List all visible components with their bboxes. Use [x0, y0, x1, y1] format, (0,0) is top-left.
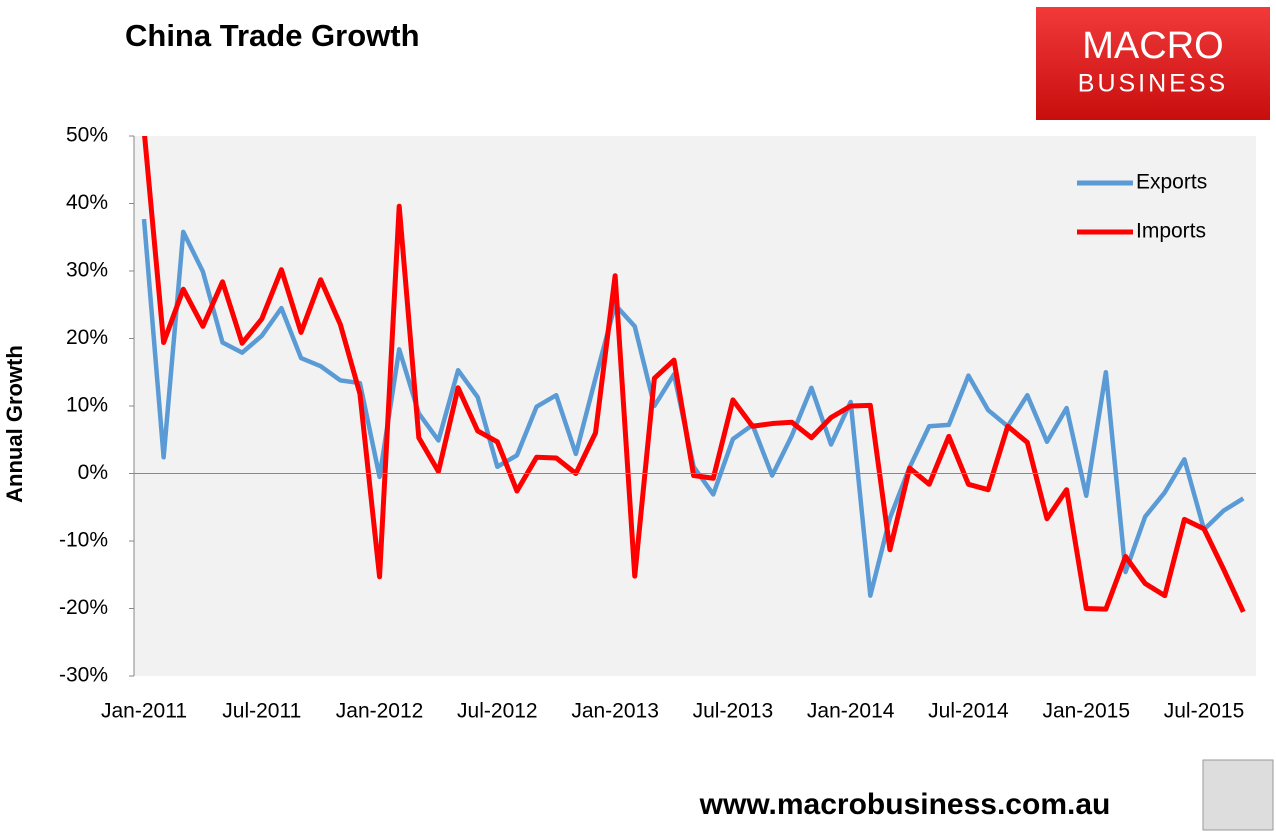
y-axis-label: Annual Growth	[2, 345, 27, 503]
y-tick-label: -10%	[59, 529, 108, 552]
wolf-icon	[1202, 759, 1274, 831]
legend-label: Exports	[1136, 171, 1207, 194]
logo	[1036, 7, 1270, 120]
y-tick-label: 10%	[66, 394, 108, 417]
logo-line2: BUSINESS	[1078, 70, 1228, 98]
series-line	[142, 136, 1246, 613]
x-tick-label: Jul-2011	[222, 700, 301, 723]
x-tick-label: Jul-2013	[693, 700, 774, 723]
y-tick-label: -30%	[59, 664, 108, 687]
plot-area	[134, 136, 1256, 676]
x-tick-label: Jan-2012	[336, 700, 424, 723]
y-tick-label: 20%	[66, 326, 108, 349]
logo-line1: MACRO	[1082, 25, 1223, 67]
x-tick-label: Jan-2015	[1042, 700, 1130, 723]
x-tick-label: Jul-2014	[928, 700, 1009, 723]
series-layer	[141, 136, 1246, 613]
x-tick-label: Jan-2013	[571, 700, 659, 723]
x-tick-label: Jan-2014	[807, 700, 895, 723]
y-tick-label: 30%	[66, 259, 108, 282]
legend-label: Imports	[1136, 220, 1206, 243]
y-tick-label: 0%	[78, 461, 108, 484]
x-tick-label: Jan-2011	[101, 700, 187, 723]
y-tick-label: -20%	[59, 596, 108, 619]
footer-url: www.macrobusiness.com.au	[699, 788, 1111, 821]
x-tick-label: Jul-2015	[1164, 700, 1245, 723]
y-tick-label: 50%	[66, 124, 108, 147]
x-tick-label: Jul-2012	[457, 700, 538, 723]
y-tick-label: 40%	[66, 191, 108, 214]
chart-title: China Trade Growth	[125, 18, 420, 53]
